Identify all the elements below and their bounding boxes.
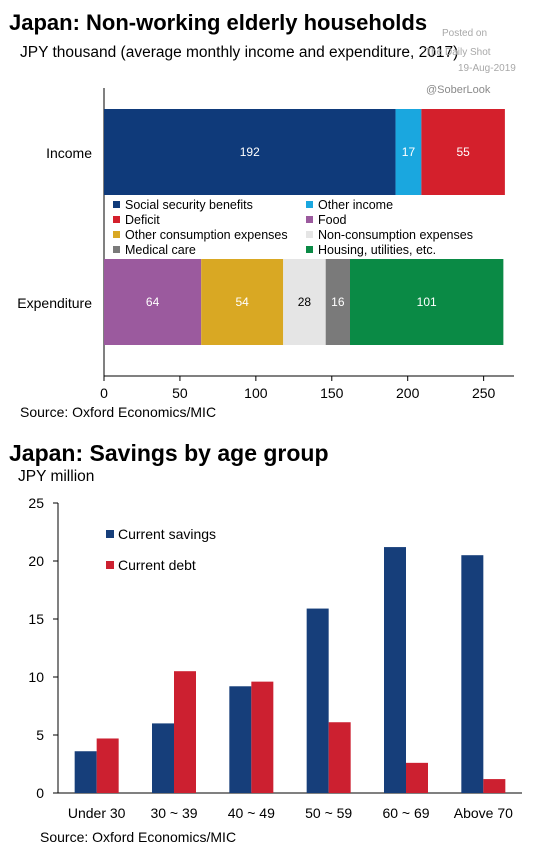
chart2-legend-swatch bbox=[106, 530, 114, 538]
chart2-bar bbox=[229, 686, 252, 793]
watermark-posted-on: Posted on bbox=[442, 28, 488, 39]
chart2-x-tick-label: 40 ~ 49 bbox=[228, 805, 275, 821]
chart1-legend-label: Non-consumption expenses bbox=[318, 228, 473, 242]
chart1-title: Japan: Non-working elderly households bbox=[9, 10, 428, 35]
chart1-bar-label: 64 bbox=[146, 295, 160, 309]
chart1-bar-label: 192 bbox=[240, 145, 260, 159]
chart1-bar-label: 55 bbox=[456, 145, 470, 159]
chart1-bar-label: 16 bbox=[331, 295, 345, 309]
chart2-legend-swatch bbox=[106, 561, 114, 569]
chart1-bar-segment bbox=[395, 109, 422, 195]
chart1-legend-swatch bbox=[306, 216, 313, 223]
chart1-bar-segment bbox=[104, 259, 202, 345]
chart2-bar bbox=[384, 547, 406, 793]
chart2-x-tick-label: Above 70 bbox=[454, 805, 513, 821]
chart2-y-tick-label: 5 bbox=[36, 727, 44, 743]
watermark-handle: @SoberLook bbox=[426, 84, 491, 96]
chart2-source: Source: Oxford Economics/MIC bbox=[40, 829, 237, 845]
chart2-x-tick-label: 60 ~ 69 bbox=[382, 805, 429, 821]
chart1-legend-label: Housing, utilities, etc. bbox=[318, 243, 436, 257]
chart1-legend-label: Medical care bbox=[125, 243, 196, 257]
chart2-x-tick-label: 30 ~ 39 bbox=[150, 805, 197, 821]
chart2-y-tick-label: 10 bbox=[28, 669, 44, 685]
chart1-category-label: Expenditure bbox=[17, 295, 92, 311]
chart1-bar-label: 101 bbox=[417, 295, 437, 309]
chart2-bar bbox=[483, 779, 506, 793]
chart1-bar-segment bbox=[350, 259, 504, 345]
chart2-y-tick-label: 25 bbox=[28, 495, 44, 511]
chart2-bar bbox=[174, 671, 196, 793]
watermark-daily-shot: The Daily Shot bbox=[425, 47, 491, 58]
chart1-x-tick-label: 150 bbox=[320, 385, 344, 401]
chart2-y-tick-label: 15 bbox=[28, 611, 44, 627]
chart2-title: Japan: Savings by age group bbox=[9, 440, 329, 466]
chart2-x-tick-label: 50 ~ 59 bbox=[305, 805, 352, 821]
chart1-x-tick-label: 50 bbox=[172, 385, 188, 401]
chart1-subtitle: JPY thousand (average monthly income and… bbox=[20, 44, 459, 61]
chart2-y-tick-label: 0 bbox=[36, 785, 44, 801]
chart2-x-tick-label: Under 30 bbox=[68, 805, 126, 821]
chart2-legend-label: Current savings bbox=[118, 526, 216, 542]
chart1-legend-label: Food bbox=[318, 213, 347, 227]
watermark-date: 19-Aug-2019 bbox=[458, 63, 516, 74]
chart1-category-label: Income bbox=[46, 145, 92, 161]
chart1-bar-segment bbox=[104, 109, 396, 195]
chart1-bar-segment bbox=[201, 259, 284, 345]
chart2-y-tick-label: 20 bbox=[28, 553, 44, 569]
chart2-bar bbox=[461, 555, 484, 793]
chart1-x-tick-label: 0 bbox=[100, 385, 108, 401]
chart1-bar-segment bbox=[421, 109, 505, 195]
chart1-bar-segment bbox=[283, 259, 326, 345]
chart1-source: Source: Oxford Economics/MIC bbox=[20, 404, 217, 420]
chart2-bar bbox=[152, 723, 174, 793]
chart1-x-tick-label: 100 bbox=[244, 385, 268, 401]
chart1-legend-swatch bbox=[113, 231, 120, 238]
chart1-legend-swatch bbox=[306, 246, 313, 253]
chart1-legend-label: Other income bbox=[318, 198, 393, 212]
chart1-bar-label: 54 bbox=[236, 295, 250, 309]
chart1-x-tick-label: 200 bbox=[396, 385, 420, 401]
chart2-bar bbox=[406, 762, 428, 793]
chart1-legend-swatch bbox=[306, 201, 313, 208]
chart2-bar bbox=[328, 722, 351, 793]
chart1-legend-swatch bbox=[113, 201, 120, 208]
chart1-stacked-bar-chart: 0 50 100 150 200 250 Income Expenditure 192 17 55 6… bbox=[17, 88, 514, 401]
chart2-bar bbox=[306, 608, 329, 793]
chart1-legend-swatch bbox=[113, 246, 120, 253]
chart1-x-tick-label: 250 bbox=[472, 385, 496, 401]
chart1-bar-label: 28 bbox=[298, 295, 312, 309]
chart1-bar-label: 17 bbox=[402, 145, 416, 159]
chart2-ylabel: JPY million bbox=[18, 468, 95, 485]
chart1-legend-label: Deficit bbox=[125, 213, 160, 227]
chart2-bar bbox=[96, 738, 119, 793]
chart2-bar bbox=[251, 681, 274, 793]
chart1-legend-swatch bbox=[306, 231, 313, 238]
chart1-legend-label: Other consumption expenses bbox=[125, 228, 288, 242]
chart2-bar bbox=[74, 751, 97, 793]
chart2-legend-label: Current debt bbox=[118, 557, 196, 573]
chart1-legend-label: Social security benefits bbox=[125, 198, 253, 212]
chart1-bar-segment bbox=[325, 259, 350, 345]
chart1-legend-swatch bbox=[113, 216, 120, 223]
